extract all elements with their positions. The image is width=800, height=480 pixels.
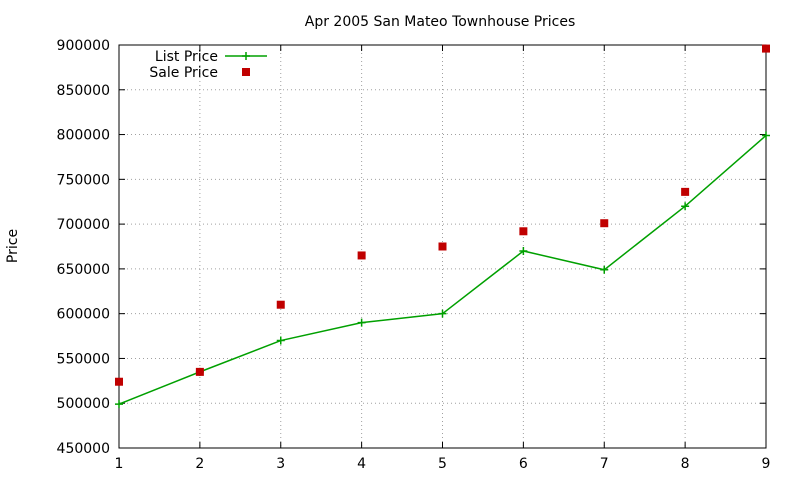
point-sale-price <box>276 300 285 309</box>
point-list-price <box>438 309 447 318</box>
x-tick-label: 6 <box>519 456 528 472</box>
x-tick-label: 3 <box>276 456 285 472</box>
point-list-price <box>519 246 528 255</box>
legend-label-sale-price: Sale Price <box>149 65 218 81</box>
point-list-price <box>115 400 123 409</box>
y-tick-label: 500000 <box>57 396 110 412</box>
y-tick-label: 850000 <box>57 83 110 99</box>
x-tick-label: 1 <box>115 456 124 472</box>
y-tick-label: 750000 <box>57 172 110 188</box>
x-tick-label: 8 <box>681 456 690 472</box>
x-tick-label: 2 <box>195 456 204 472</box>
legend-marker-sale-price <box>242 68 250 76</box>
series-sale-price <box>115 44 770 386</box>
point-sale-price <box>762 44 770 53</box>
y-tick-label: 700000 <box>57 217 110 233</box>
y-tick-label: 800000 <box>57 128 110 144</box>
axis-layer: 450000 500000 550000 600000 650000 700000 7500… <box>57 38 771 472</box>
series-list-price <box>115 131 770 409</box>
y-tick-label: 650000 <box>57 262 110 278</box>
point-sale-price <box>195 367 204 376</box>
point-sale-price <box>438 242 447 251</box>
x-tick-label: 9 <box>762 456 771 472</box>
point-sale-price <box>357 251 366 260</box>
y-tick-label: 450000 <box>57 441 110 457</box>
point-list-price <box>762 131 770 140</box>
series-layer <box>115 44 770 409</box>
legend-label-list-price: List Price <box>155 49 218 65</box>
point-sale-price <box>681 187 690 196</box>
point-list-price <box>681 202 690 211</box>
point-list-price <box>276 336 285 345</box>
y-tick-label: 550000 <box>57 351 110 367</box>
y-tick-label: 600000 <box>57 307 110 323</box>
point-sale-price <box>115 377 123 386</box>
chart-title: Apr 2005 San Mateo Townhouse Prices <box>305 14 576 30</box>
y-axis-label: Price <box>5 229 21 263</box>
legend-marker-list-price <box>242 52 250 60</box>
x-tick-label: 4 <box>357 456 366 472</box>
x-tick-label: 5 <box>438 456 447 472</box>
point-sale-price <box>519 227 528 236</box>
y-tick-label: 900000 <box>57 38 110 54</box>
point-list-price <box>357 318 366 327</box>
x-tick-label: 7 <box>600 456 609 472</box>
point-sale-price <box>600 219 609 228</box>
point-list-price <box>600 265 609 274</box>
